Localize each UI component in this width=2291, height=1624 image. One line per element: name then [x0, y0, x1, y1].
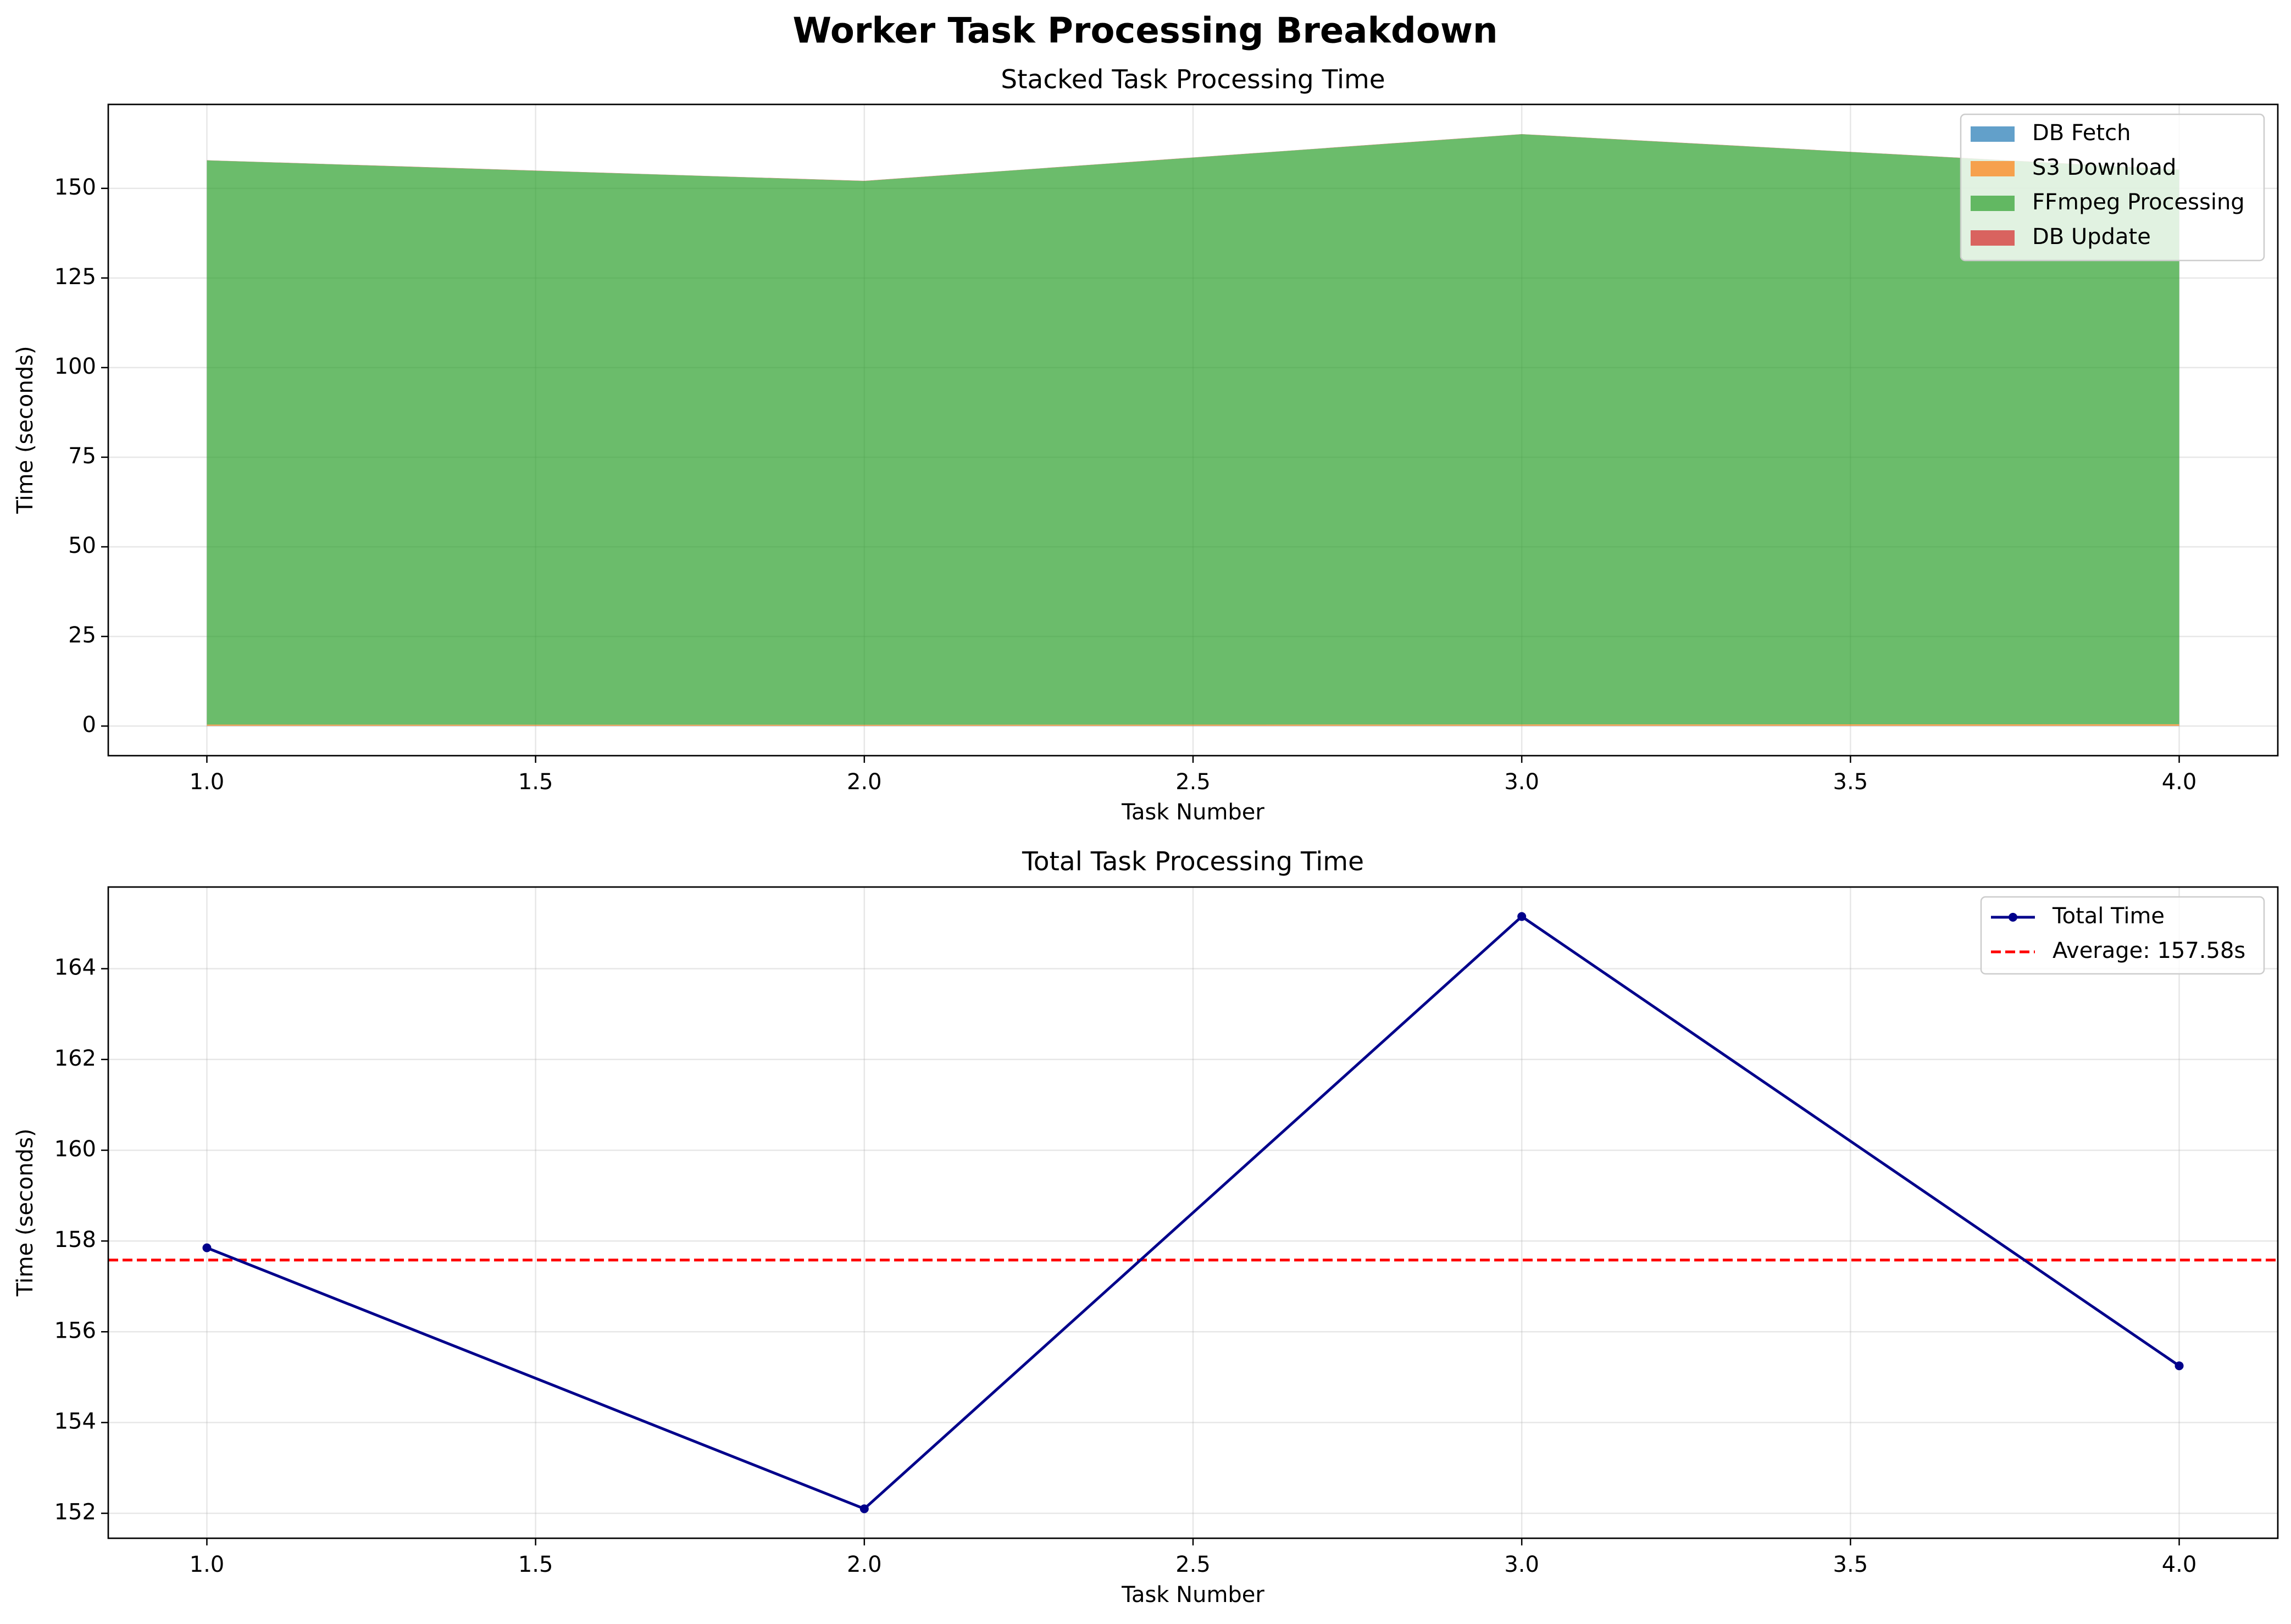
x-tick-label: 1.5 — [518, 1552, 553, 1577]
figure-title: Worker Task Processing Breakdown — [793, 11, 1498, 52]
area-ffmpeg-processing — [207, 134, 2179, 725]
legend-box — [1960, 113, 2265, 262]
y-tick: 158 — [54, 1227, 108, 1252]
x-tick-label: 1.0 — [190, 1552, 225, 1577]
chart-title: Total Task Processing Time — [1022, 847, 1364, 877]
stacked-area-chart: Stacked Task Processing Time 1.0 1.5 2.0 2.… — [13, 65, 2279, 825]
x-tick-label: 1.5 — [518, 769, 553, 795]
x-tick: 4.0 — [2162, 756, 2197, 795]
chart-title: Stacked Task Processing Time — [1001, 65, 1385, 95]
legend-label: Average: 157.58s — [2053, 938, 2245, 963]
y-tick: 75 — [68, 444, 108, 469]
data-point — [859, 1504, 869, 1514]
area-db-update — [207, 134, 2179, 181]
x-tick: 1.0 — [190, 1538, 225, 1577]
x-tick-label: 3.0 — [1504, 769, 1539, 795]
x-tick: 4.0 — [2162, 1538, 2197, 1577]
x-tick-label: 2.0 — [847, 769, 882, 795]
x-tick: 1.5 — [518, 756, 553, 795]
x-tick-label: 2.5 — [1175, 769, 1211, 795]
grid — [108, 887, 2278, 1538]
legend-marker — [2009, 913, 2017, 922]
x-tick-label: 3.5 — [1833, 1552, 1868, 1577]
x-axis-label: Task Number — [1121, 1582, 1264, 1608]
x-axis-label: Task Number — [1121, 800, 1264, 825]
x-tick-label: 1.0 — [190, 769, 225, 795]
data-point — [1517, 912, 1527, 921]
x-tick: 3.5 — [1833, 756, 1868, 795]
total-time-line — [206, 915, 2180, 1510]
legend-swatch — [1971, 126, 2015, 142]
y-axis-label: Time (seconds) — [13, 1128, 38, 1296]
y-tick-label: 158 — [54, 1227, 96, 1252]
x-tick: 1.5 — [518, 1538, 553, 1577]
data-point — [202, 1243, 212, 1252]
y-tick-label: 164 — [54, 955, 96, 980]
x-tick: 1.0 — [190, 756, 225, 795]
y-tick: 162 — [54, 1046, 108, 1071]
x-tick-label: 4.0 — [2162, 769, 2197, 795]
x-tick: 3.0 — [1504, 756, 1539, 795]
legend: Total Time Average: 157.58s — [1980, 896, 2265, 975]
x-tick: 2.0 — [847, 756, 882, 795]
y-tick-label: 162 — [54, 1046, 96, 1071]
y-tick: 25 — [68, 623, 108, 648]
x-tick: 2.5 — [1175, 1538, 1211, 1577]
y-tick-label: 160 — [54, 1137, 96, 1162]
y-tick: 154 — [54, 1409, 108, 1434]
legend-label: DB Update — [2032, 224, 2151, 250]
y-tick-label: 0 — [82, 712, 96, 738]
area-s3-download — [207, 724, 2179, 726]
plot-area — [207, 134, 2179, 727]
total-time-line-chart: Total Task Processing Time 1.0 1.5 2.0 2.5 3… — [13, 847, 2279, 1608]
legend-label: DB Fetch — [2032, 120, 2131, 146]
legend-box — [1980, 896, 2265, 975]
y-tick: 160 — [54, 1137, 108, 1162]
x-tick-label: 2.5 — [1175, 1552, 1211, 1577]
y-tick-label: 154 — [54, 1409, 96, 1434]
x-tick: 2.5 — [1175, 756, 1211, 795]
y-tick: 0 — [82, 712, 108, 738]
y-tick-label: 50 — [68, 533, 96, 558]
y-tick: 164 — [54, 955, 108, 980]
x-tick-label: 4.0 — [2162, 1552, 2197, 1577]
y-tick-label: 75 — [68, 444, 96, 469]
legend-label: S3 Download — [2032, 155, 2176, 180]
y-tick: 156 — [54, 1318, 108, 1343]
legend: DB Fetch S3 Download FFmpeg Processing DB U… — [1960, 113, 2265, 262]
legend-label: Total Time — [2052, 904, 2165, 929]
legend-swatch — [1971, 196, 2015, 211]
x-tick: 2.0 — [847, 1538, 882, 1577]
y-tick-label: 125 — [54, 264, 96, 290]
y-axis-label: Time (seconds) — [13, 346, 38, 514]
x-tick: 3.0 — [1504, 1538, 1539, 1577]
y-tick: 152 — [54, 1500, 108, 1525]
plot-area — [108, 912, 2278, 1514]
axis-ticks: 1.0 1.5 2.0 2.5 3.0 3.5 4.0 0 25 50 75 100 125 150 — [54, 175, 2197, 795]
x-tick-label: 3.0 — [1504, 1552, 1539, 1577]
y-tick-label: 150 — [54, 175, 96, 200]
y-tick-label: 156 — [54, 1318, 96, 1343]
axis-ticks: 1.0 1.5 2.0 2.5 3.0 3.5 4.0 152 154 156 158 160 162 1… — [54, 955, 2197, 1577]
data-point — [2174, 1361, 2184, 1371]
legend-label: FFmpeg Processing — [2032, 190, 2245, 215]
y-tick-label: 25 — [68, 623, 96, 648]
y-tick: 50 — [68, 533, 108, 558]
y-tick-label: 152 — [54, 1500, 96, 1525]
x-tick-label: 2.0 — [847, 1552, 882, 1577]
y-tick: 125 — [54, 264, 108, 290]
x-tick: 3.5 — [1833, 1538, 1868, 1577]
y-tick: 150 — [54, 175, 108, 200]
legend-swatch — [1971, 161, 2015, 176]
y-tick: 100 — [54, 354, 108, 379]
legend-swatch — [1971, 230, 2015, 246]
x-tick-label: 3.5 — [1833, 769, 1868, 795]
y-tick-label: 100 — [54, 354, 96, 379]
